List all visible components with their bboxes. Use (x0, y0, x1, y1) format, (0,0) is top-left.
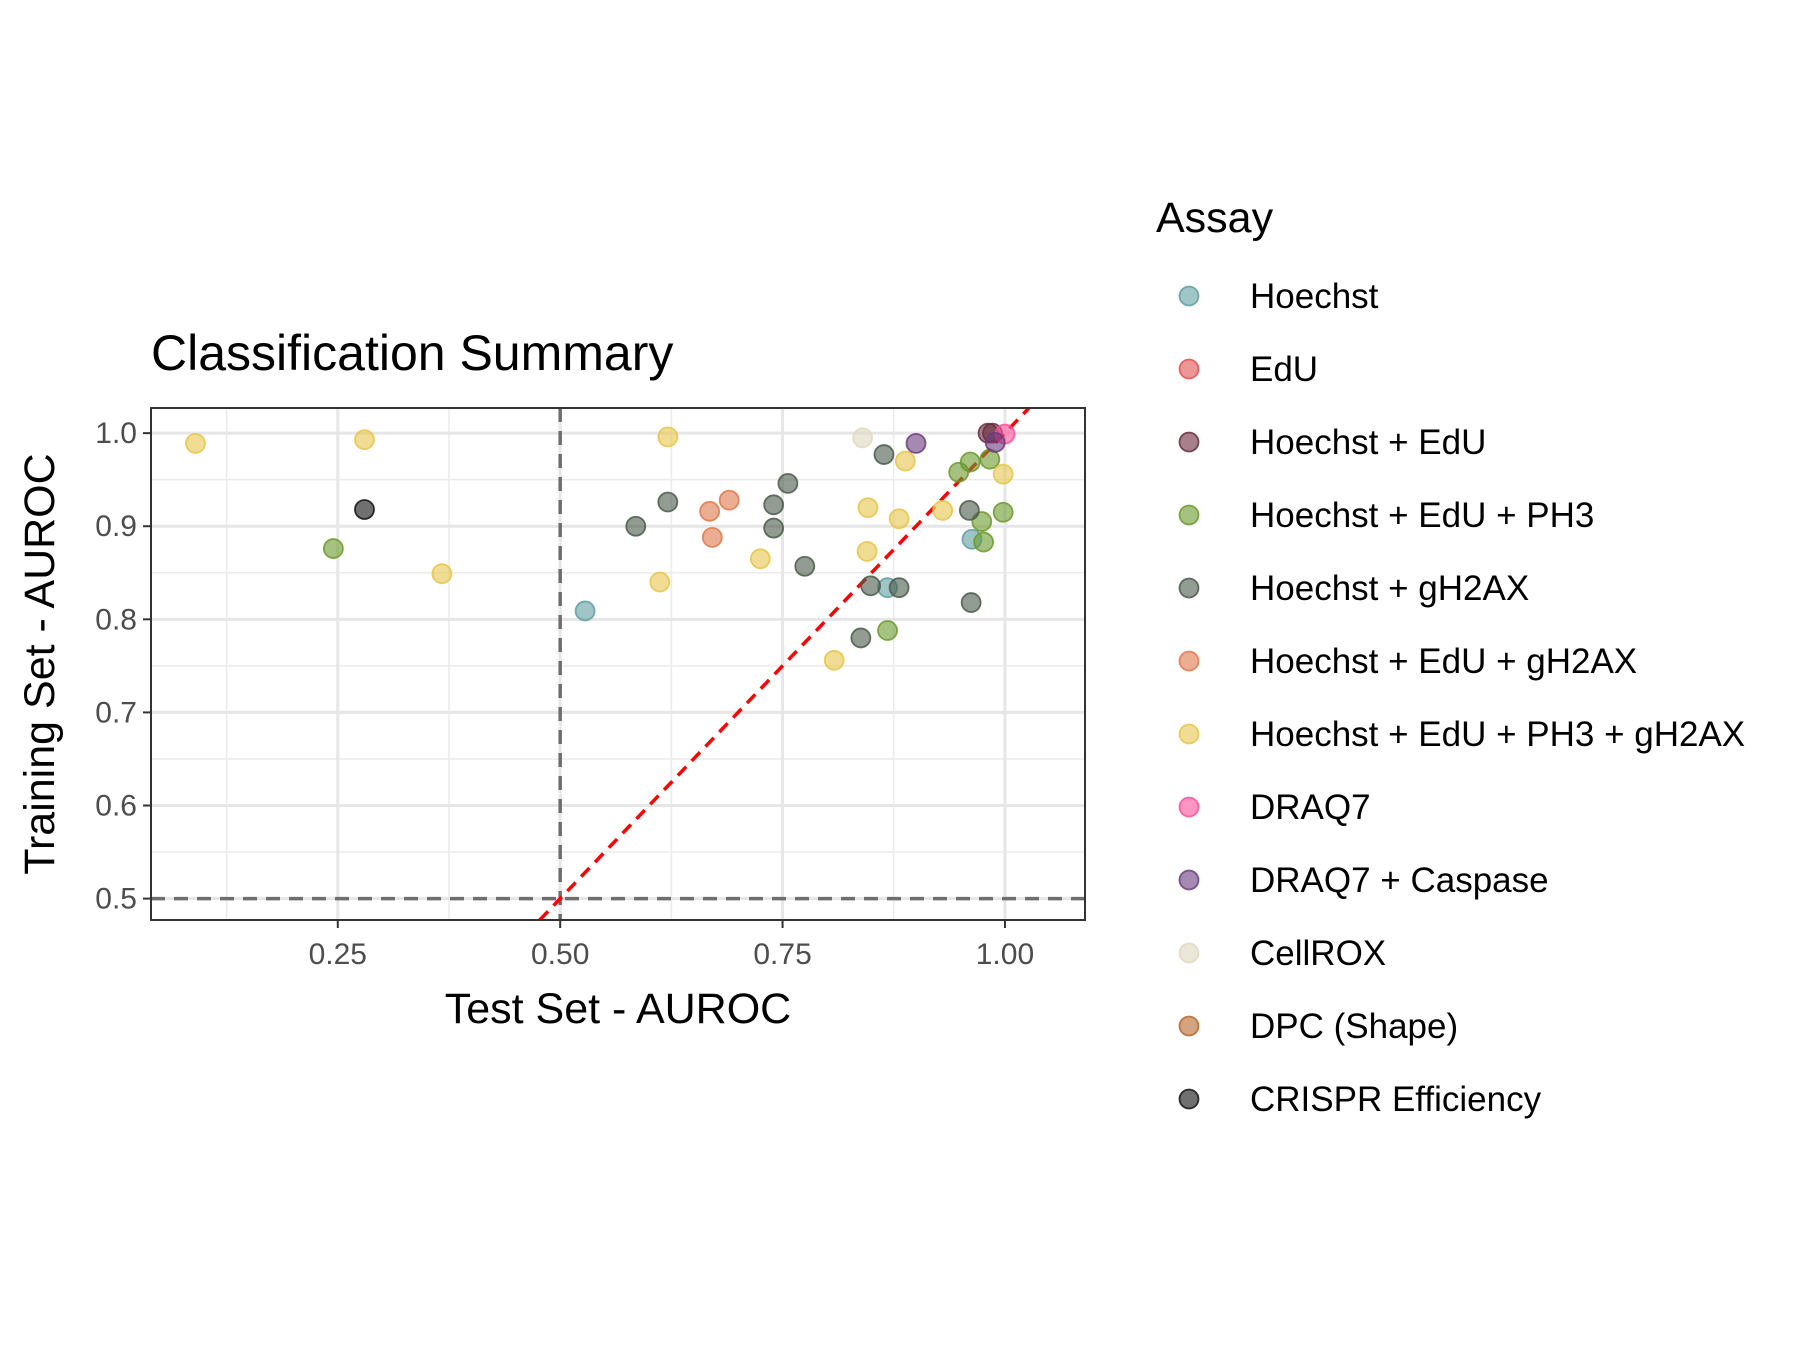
data-point (857, 497, 879, 519)
data-point (823, 649, 845, 671)
data-point (354, 429, 375, 451)
data-point (185, 432, 206, 454)
data-point (932, 499, 954, 521)
legend-label: Hoechst (1250, 277, 1379, 316)
data-point (718, 489, 740, 511)
chart-title: Classification Summary (151, 325, 673, 381)
data-point (888, 577, 910, 599)
legend-label: CRISPR Efficiency (1250, 1080, 1542, 1119)
legend-key (1178, 650, 1200, 672)
data-point (984, 432, 1006, 453)
data-point (625, 515, 647, 537)
legend-key (1178, 358, 1200, 380)
data-point (894, 450, 916, 472)
plot-border (150, 407, 1086, 921)
x-tick-label: 1.00 (976, 938, 1034, 971)
x-tick-label: 0.75 (753, 938, 811, 971)
legend-label: Hoechst + EdU + PH3 (1250, 496, 1594, 535)
data-point (699, 500, 721, 522)
legend-title: Assay (1156, 194, 1274, 242)
legend-label: Hoechst + EdU + gH2AX (1250, 642, 1637, 681)
y-tick-label: 1.0 (95, 417, 137, 450)
legend-label: DRAQ7 (1250, 788, 1371, 827)
data-point (322, 538, 344, 559)
legend-key (1178, 796, 1200, 818)
y-axis: 0.5 0.6 0.7 0.8 0.9 1.0 (95, 417, 151, 916)
data-point (877, 620, 898, 641)
legend-label: DRAQ7 + Caspase (1250, 861, 1549, 900)
data-point (888, 508, 910, 530)
data-point (873, 444, 895, 465)
legend-label: EdU (1250, 350, 1318, 389)
data-point (574, 600, 596, 622)
legend-key (1178, 504, 1200, 526)
data-point (763, 494, 785, 516)
data-point (431, 563, 453, 585)
data-point (958, 499, 980, 521)
y-tick-label: 0.6 (95, 789, 137, 822)
legend-key (1178, 431, 1200, 453)
legend-label: Hoechst + EdU + PH3 + gH2AX (1250, 715, 1745, 754)
y-tick-label: 0.7 (95, 696, 137, 729)
data-point (794, 555, 816, 577)
y-tick-label: 0.5 (95, 883, 137, 916)
data-point (992, 463, 1014, 485)
y-axis-title: Training Set - AUROC (16, 453, 64, 874)
data-point (852, 427, 874, 449)
reference-lines (151, 406, 1085, 922)
x-axis: 0.25 0.50 0.75 1.00 (309, 920, 1034, 971)
data-point (649, 571, 671, 593)
data-point (860, 575, 882, 597)
legend: Hoechst EdU Hoechst + EdU Hoechst + EdU + P… (1178, 277, 1745, 1119)
data-point (657, 491, 679, 513)
x-tick-label: 0.25 (309, 938, 367, 971)
data-point (657, 426, 679, 448)
legend-key (1178, 1015, 1200, 1037)
data-point (905, 432, 927, 454)
data-point (763, 517, 785, 539)
x-axis-title: Test Set - AUROC (445, 985, 791, 1033)
data-point (354, 499, 375, 520)
legend-key (1178, 285, 1200, 307)
data-point (973, 531, 994, 553)
legend-key (1178, 869, 1200, 891)
data-point (856, 540, 878, 562)
data-point (701, 526, 723, 548)
legend-key (1178, 723, 1200, 745)
data-point (960, 592, 982, 613)
data-points (185, 422, 1016, 671)
data-point (850, 627, 872, 649)
legend-label: CellROX (1250, 934, 1386, 973)
legend-label: DPC (Shape) (1250, 1007, 1458, 1046)
legend-key (1178, 577, 1200, 599)
legend-label: Hoechst + EdU (1250, 423, 1486, 462)
legend-label: Hoechst + gH2AX (1250, 569, 1529, 608)
y-tick-label: 0.8 (95, 603, 137, 636)
data-point (749, 548, 771, 570)
legend-key (1178, 942, 1200, 964)
y-tick-label: 0.9 (95, 510, 137, 543)
data-point (992, 501, 1014, 523)
data-point (959, 451, 981, 473)
diagonal-reference-line (538, 406, 1031, 922)
plot-background (151, 408, 1085, 920)
data-point (777, 473, 799, 494)
legend-key (1178, 1088, 1200, 1110)
x-tick-label: 0.50 (531, 938, 589, 971)
